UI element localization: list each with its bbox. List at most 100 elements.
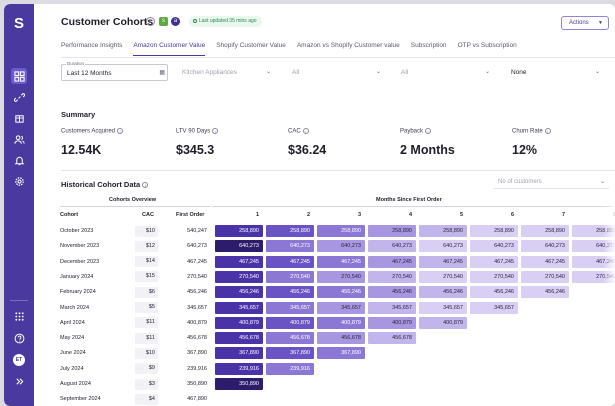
heatmap-cell[interactable]: 239,916 — [266, 362, 314, 375]
heatmap-cell[interactable]: 367,890 — [317, 347, 365, 360]
bell-icon[interactable] — [11, 152, 27, 168]
heatmap-cell[interactable]: 456,678 — [266, 332, 314, 345]
info-icon[interactable]: i — [212, 128, 219, 134]
heatmap-cell[interactable]: 456,246 — [419, 286, 467, 299]
heatmap-cell[interactable]: 467,245 — [521, 255, 569, 268]
link-icon[interactable] — [11, 89, 27, 105]
heatmap-cell[interactable]: 456,246 — [521, 286, 569, 299]
heatmap-cell[interactable]: 239,916 — [215, 362, 263, 375]
heatmap-cell[interactable]: 367,890 — [266, 347, 314, 360]
heatmap-cell[interactable]: 345,657 — [215, 301, 263, 314]
heatmap-cell[interactable]: 258,890 — [317, 225, 365, 237]
heatmap-cell[interactable]: 467,245 — [317, 255, 365, 268]
row-cohort: July 2024 — [60, 365, 84, 372]
kpi-label: CAC i — [288, 128, 309, 135]
heatmap-cell[interactable]: 345,657 — [470, 301, 518, 314]
heatmap-cell[interactable]: 258,890 — [470, 225, 518, 237]
heatmap-cell[interactable]: 400,879 — [419, 316, 467, 329]
metric-select-value: No of customers — [498, 179, 542, 185]
row-first-order: 456,246 — [187, 289, 207, 296]
heatmap-cell[interactable]: 640,273 — [521, 240, 569, 253]
tab-otp-vs-subscription[interactable]: OTP vs Subscription — [457, 42, 517, 49]
last-updated-badge: Last updated 35 mins ago — [189, 16, 262, 27]
box-icon[interactable] — [11, 110, 27, 126]
heatmap-cell[interactable]: 270,540 — [521, 270, 569, 283]
heatmap-cell[interactable]: 467,245 — [215, 255, 263, 268]
filter-3-select[interactable]: All ⌄ — [396, 64, 492, 81]
heatmap-cell[interactable]: 640,273 — [419, 240, 467, 253]
avatar[interactable]: ET — [13, 354, 25, 366]
row-first-order: 640,273 — [187, 243, 207, 250]
heatmap-cell[interactable]: 456,678 — [215, 332, 263, 345]
help-icon[interactable] — [11, 330, 27, 346]
grid-icon[interactable] — [11, 68, 27, 84]
heatmap-cell[interactable]: 270,540 — [266, 270, 314, 283]
info-icon[interactable]: i — [544, 128, 551, 134]
heatmap-cell[interactable]: 258,890 — [368, 225, 416, 237]
heatmap-cell[interactable]: 258,890 — [266, 225, 314, 237]
heatmap-cell[interactable]: 640,273 — [317, 240, 365, 253]
category-select[interactable]: Kitchen Appliances ⌄ — [177, 64, 273, 81]
tab-amazon-customer-value[interactable]: Amazon Customer Value — [133, 42, 206, 56]
heatmap-cell[interactable]: 270,540 — [470, 270, 518, 283]
info-icon[interactable]: i — [117, 128, 124, 134]
heatmap-cell[interactable]: 456,246 — [368, 286, 416, 299]
heatmap-cell[interactable]: 345,657 — [317, 301, 365, 314]
heatmap-cell[interactable]: 640,273 — [368, 240, 416, 253]
heatmap-cell[interactable]: 400,879 — [215, 316, 263, 329]
heatmap-cell[interactable]: 367,890 — [215, 347, 263, 360]
heatmap-cell[interactable]: 467,245 — [470, 255, 518, 268]
heatmap-cell[interactable]: 456,678 — [317, 332, 365, 345]
heatmap-cell[interactable]: 456,246 — [215, 286, 263, 299]
row-cohort: October 2023 — [60, 228, 94, 234]
actions-button[interactable]: Actions ▼ — [561, 16, 609, 30]
heatmap-cell[interactable]: 270,540 — [317, 270, 365, 283]
kpi-label-text: Customers Acquired — [61, 128, 116, 135]
heatmap-cell[interactable]: 345,657 — [419, 301, 467, 314]
double-chevron-right-icon[interactable] — [11, 373, 27, 389]
col-cohort: Cohort — [60, 212, 79, 218]
row-first-order: 456,678 — [187, 335, 207, 342]
chevron-down-icon: ⌄ — [594, 69, 600, 75]
tab-subscription[interactable]: Subscription — [410, 42, 447, 49]
heatmap-cell[interactable]: 467,245 — [266, 255, 314, 268]
apps-icon[interactable] — [11, 308, 27, 324]
heatmap-cell[interactable]: 400,879 — [368, 316, 416, 329]
heatmap-cell[interactable]: 456,246 — [317, 286, 365, 299]
users-icon[interactable] — [11, 131, 27, 147]
heatmap-cell[interactable]: 258,890 — [521, 225, 569, 237]
heatmap-cell[interactable]: 640,273 — [215, 240, 263, 253]
heatmap-cell[interactable]: 456,246 — [266, 286, 314, 299]
metric-select[interactable]: No of customers ⌄ — [494, 176, 609, 189]
heatmap-cell[interactable]: 258,890 — [419, 225, 467, 237]
filter-4-select[interactable]: None ⌄ — [506, 64, 602, 81]
heatmap-cell[interactable]: 467,245 — [368, 255, 416, 268]
row-cohort: January 2024 — [60, 273, 94, 280]
app-logo[interactable]: S — [13, 15, 24, 32]
heatmap-cell[interactable]: 456,678 — [368, 332, 416, 345]
heatmap-cell[interactable]: 270,540 — [419, 270, 467, 283]
info-icon[interactable]: i — [302, 128, 309, 134]
info-icon[interactable]: i — [142, 182, 149, 189]
info-icon[interactable]: i — [146, 17, 155, 26]
tab-amazon-vs-shopify-customer-value[interactable]: Amazon vs Shopify Customer value — [296, 42, 400, 49]
heatmap-cell[interactable]: 640,273 — [470, 240, 518, 253]
heatmap-cell[interactable]: 400,879 — [317, 316, 365, 329]
heatmap-cell[interactable]: 345,657 — [368, 301, 416, 314]
app-window: S ET Customer Cohorts — [4, 4, 615, 406]
heatmap-cell[interactable]: 456,246 — [470, 286, 518, 299]
info-icon[interactable]: i — [425, 128, 432, 134]
heatmap-cell[interactable]: 350,890 — [215, 378, 263, 390]
heatmap-cell[interactable]: 270,540 — [368, 270, 416, 283]
heatmap-cell[interactable]: 270,540 — [215, 270, 263, 283]
heatmap-cell[interactable]: 345,657 — [266, 301, 314, 314]
duration-select[interactable]: Duration Last 12 Months ▦ — [61, 61, 168, 81]
filter-2-select[interactable]: All ⌄ — [287, 64, 383, 81]
tab-performance-insights[interactable]: Performance Insights — [61, 42, 123, 49]
tab-shopify-customer-value[interactable]: Shopify Customer Value — [216, 42, 286, 49]
heatmap-cell[interactable]: 640,273 — [266, 240, 314, 253]
heatmap-cell[interactable]: 400,879 — [266, 316, 314, 329]
heatmap-cell[interactable]: 258,890 — [215, 225, 263, 237]
heatmap-cell[interactable]: 467,245 — [419, 255, 467, 268]
gear-icon[interactable] — [11, 173, 27, 189]
